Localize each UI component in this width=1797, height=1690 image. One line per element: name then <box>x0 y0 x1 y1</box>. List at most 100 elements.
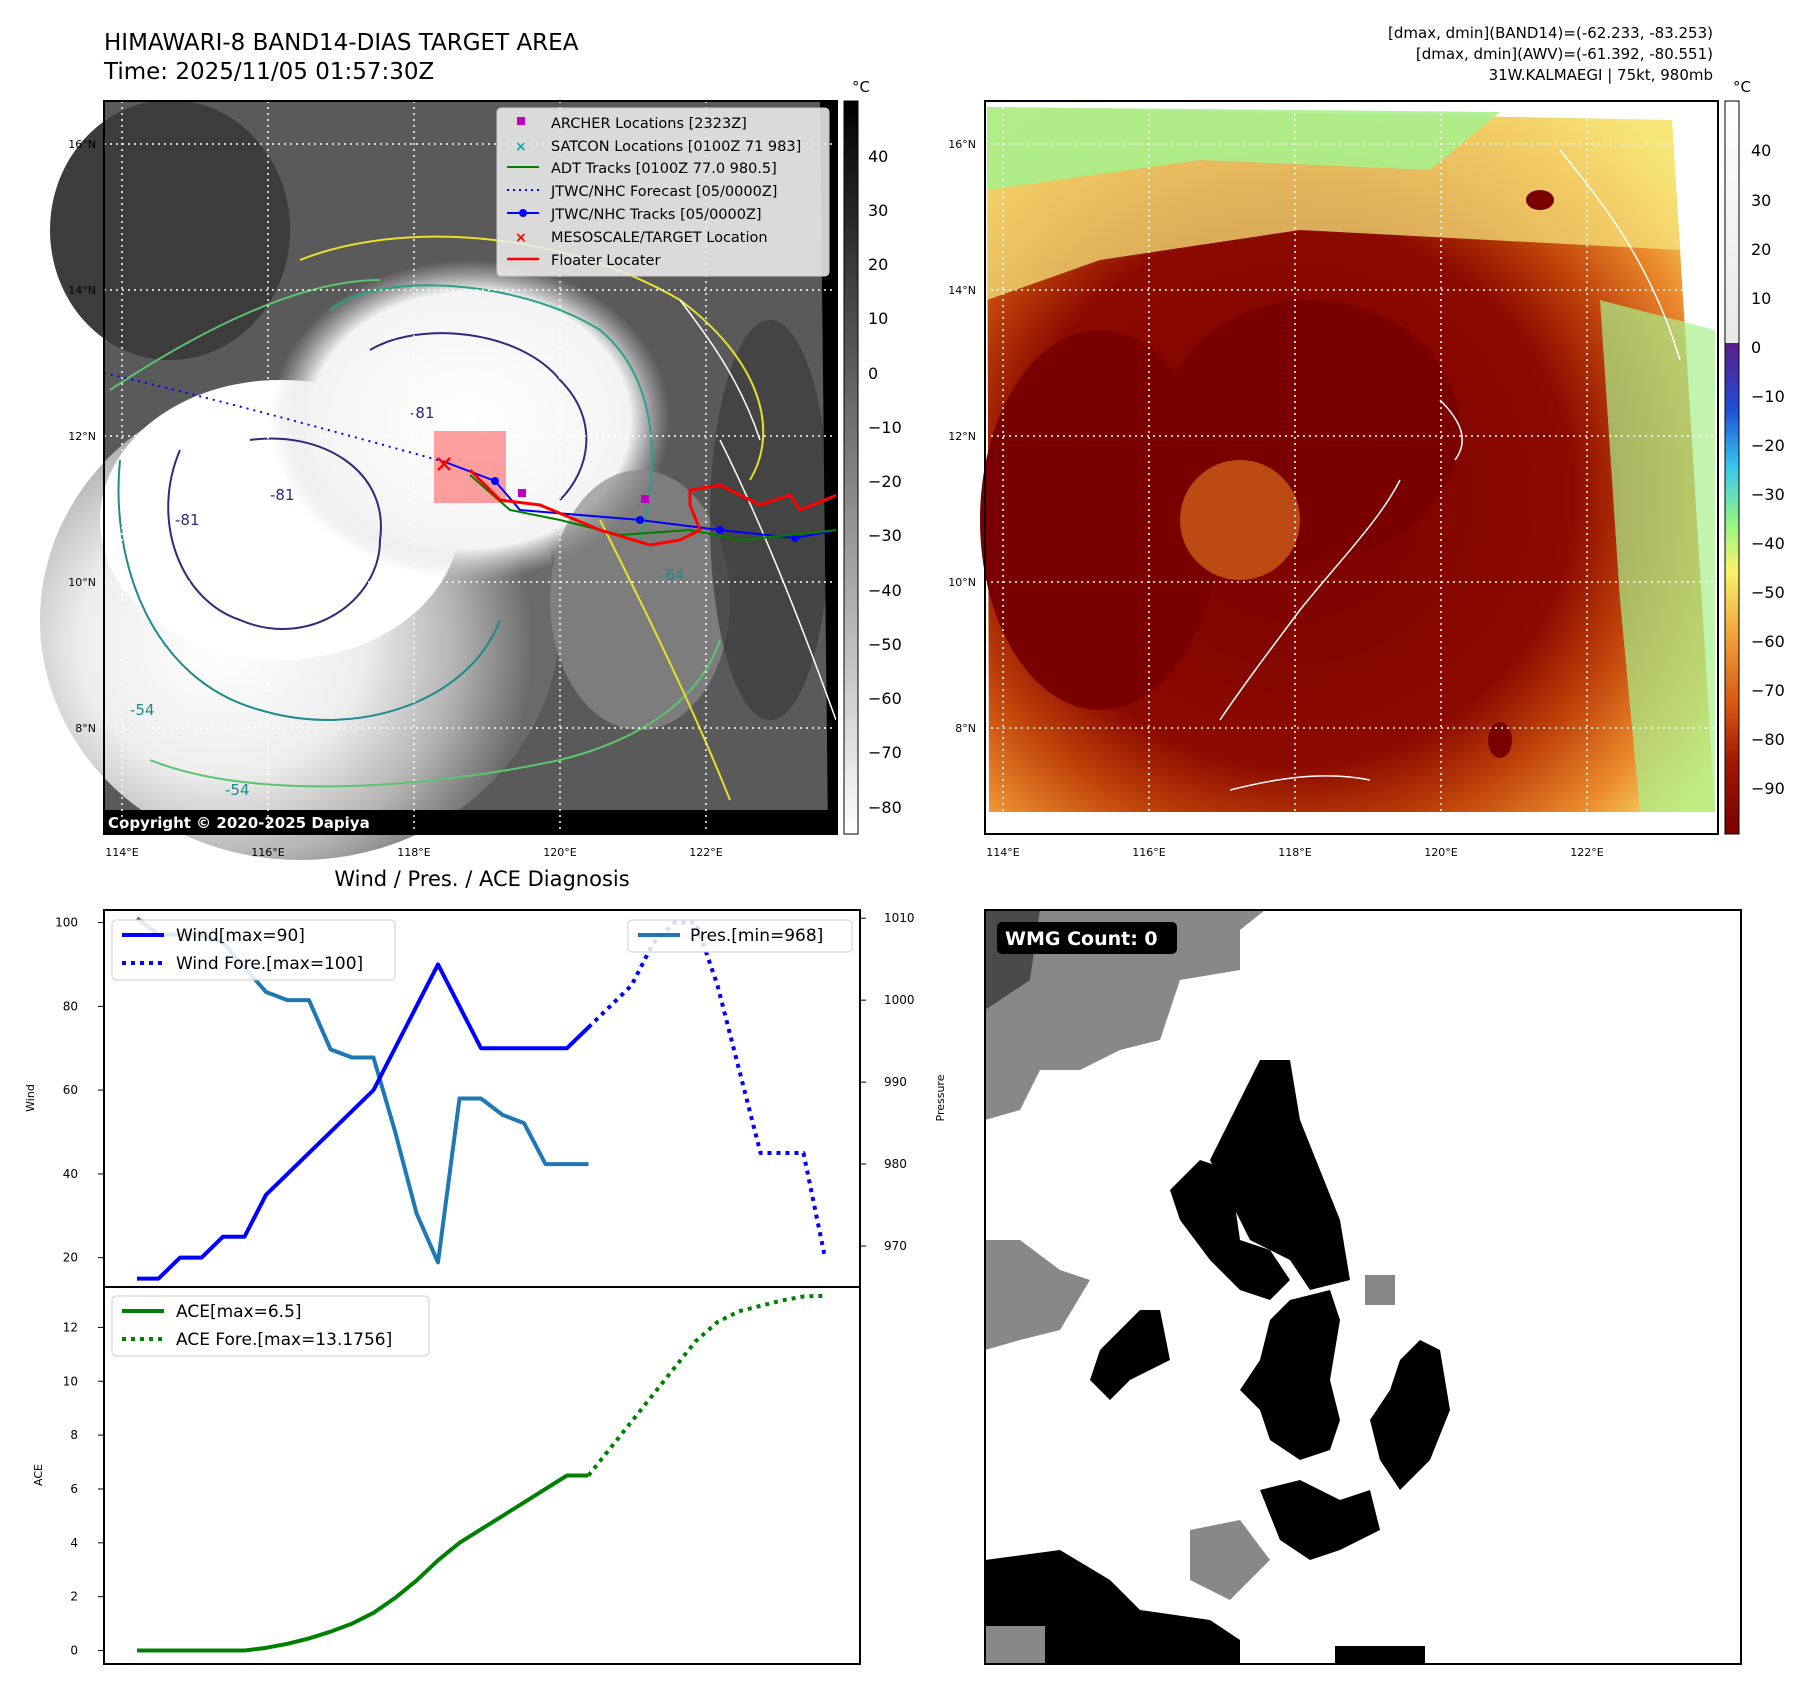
pressure-axis-label: Pressure <box>934 1074 947 1121</box>
ace-forecast-series-point <box>630 1420 633 1423</box>
left-map-tracks <box>103 372 838 547</box>
ace-forecast-series-point <box>587 1474 590 1477</box>
pressure-series-point <box>480 1097 483 1100</box>
lat-tick: 16°N <box>948 138 976 151</box>
legend-satcon: SATCON Locations [0100Z 71 983] <box>551 139 801 155</box>
pressure-tick: 980 <box>884 1157 907 1171</box>
ace-tick: 2 <box>70 1590 78 1604</box>
colorbar-tick: −80 <box>868 798 902 817</box>
colorbar-tick: −40 <box>1751 534 1785 553</box>
contour-label: -64 <box>660 566 685 584</box>
wind-forecast-series-point <box>738 1068 741 1071</box>
lat-tick: 8°N <box>955 722 976 735</box>
map-title-line1: HIMAWARI-8 BAND14-DIAS TARGET AREA <box>104 30 579 56</box>
ace-forecast-series-point <box>759 1304 762 1307</box>
ace-chart: ACE 12 10 8 6 4 2 0 ACE[max=6.5] ACE For… <box>32 1286 861 1665</box>
pressure-series-point <box>501 1113 504 1116</box>
colorbar-tick: −10 <box>1751 387 1785 406</box>
wind-series-point <box>136 1277 139 1280</box>
right-map-gridlines <box>985 101 1718 812</box>
wind-tick: 20 <box>63 1251 78 1265</box>
wind-series-point <box>265 1193 268 1196</box>
wind-forecast-series-point <box>587 1026 590 1029</box>
right-map-coastlines <box>1219 149 1681 791</box>
colorbar-tick: 40 <box>868 147 888 166</box>
colorbar-tick: −20 <box>868 472 902 491</box>
ace-series-point <box>136 1649 139 1652</box>
wind-forecast-series-point <box>759 1151 762 1154</box>
pressure-series-point <box>523 1122 526 1125</box>
legend-pressure: Pres.[min=968] <box>690 926 823 946</box>
lat-tick: 10°N <box>948 576 976 589</box>
pressure-tick: 1010 <box>884 911 915 925</box>
wind-series-point <box>523 1047 526 1050</box>
wmg-panel: WMG Count: 0 <box>984 909 1742 1665</box>
wind-forecast-series-point <box>824 1256 827 1259</box>
ace-series-point <box>415 1579 418 1582</box>
copyright-text: Copyright © 2020-2025 Dapiya <box>108 814 370 832</box>
pressure-series-point <box>566 1163 569 1166</box>
colorbar-tick: −30 <box>868 526 902 545</box>
wind-series-point <box>286 1172 289 1175</box>
wind-tick: 40 <box>63 1167 78 1181</box>
band14-range-text: [dmax, dmin](BAND14)=(-62.233, -83.253) <box>1388 24 1713 42</box>
ace-tick: 10 <box>63 1374 78 1388</box>
left-map-contour-labels: -81 -81 -81 -54 -54 -64 <box>130 404 685 799</box>
ace-forecast-series-point <box>824 1294 827 1297</box>
wind-series-point <box>308 1151 311 1154</box>
lon-tick: 114°E <box>986 846 1019 859</box>
map-title-line2: Time: 2025/11/05 01:57:30Z <box>103 59 434 85</box>
legend-jtwc-tracks: JTWC/NHC Tracks [05/0000Z] <box>550 207 762 223</box>
wind-series-point <box>222 1235 225 1238</box>
colorbar-tick: −60 <box>868 689 902 708</box>
right-colorbar: °C 40 30 20 10 0 −10 −20 −30 −40 −50 −60… <box>1724 78 1785 835</box>
wind-forecast-series-point <box>716 984 719 987</box>
pressure-legend: Pres.[min=968] <box>627 919 853 953</box>
ace-series-point <box>157 1649 160 1652</box>
colorbar-tick: 40 <box>1751 141 1771 160</box>
ace-axis-label: ACE <box>32 1464 45 1486</box>
wind-forecast-series-line <box>587 920 827 1259</box>
wind-forecast-series-point <box>802 1151 805 1154</box>
pressure-series-point <box>286 999 289 1002</box>
lon-tick: 122°E <box>1570 846 1603 859</box>
jtwc-forecast-track <box>103 372 446 463</box>
left-map-frame <box>103 100 838 835</box>
ace-forecast-series-point <box>652 1393 655 1396</box>
lat-tick: 12°N <box>948 430 976 443</box>
colorbar-tick: 0 <box>868 364 878 383</box>
lon-tick: 118°E <box>397 846 430 859</box>
ace-forecast-series-point <box>609 1447 612 1450</box>
wind-series-point <box>566 1047 569 1050</box>
legend-target-location: MESOSCALE/TARGET Location <box>551 230 768 246</box>
svg-text:×: × <box>515 139 527 155</box>
wind-series-point <box>437 963 440 966</box>
wind-axis-label: Wind <box>24 1084 37 1112</box>
lon-tick: 120°E <box>543 846 576 859</box>
colorbar-tick: 30 <box>1751 191 1771 210</box>
wind-series-point <box>351 1110 354 1113</box>
ace-forecast-series-point <box>695 1339 698 1342</box>
lon-tick: 122°E <box>689 846 722 859</box>
ace-tick: 6 <box>70 1482 78 1496</box>
archer-marker <box>641 495 649 503</box>
pressure-tick: 970 <box>884 1239 907 1253</box>
wind-series-point <box>501 1047 504 1050</box>
left-map-lat-ticks: 16°N 14°N 12°N 10°N 8°N <box>68 138 96 735</box>
contour-label: -81 <box>175 511 200 529</box>
contour-label: -81 <box>410 404 435 422</box>
contour-label: -54 <box>130 701 155 719</box>
left-colorbar: °C 40 30 20 10 0 −10 −20 −30 −40 −50 −60… <box>843 78 902 835</box>
colorbar-tick: 10 <box>1751 289 1771 308</box>
legend-adt: ADT Tracks [0100Z 77.0 980.5] <box>551 161 777 177</box>
ace-legend: ACE[max=6.5] ACE Fore.[max=13.1756] <box>111 1295 430 1357</box>
colorbar-tick: −20 <box>1751 436 1785 455</box>
ace-series-point <box>394 1597 397 1600</box>
ace-series-point <box>458 1541 461 1544</box>
colorbar-tick: −50 <box>868 635 902 654</box>
lon-tick: 116°E <box>1132 846 1165 859</box>
awv-range-text: [dmax, dmin](AWV)=(-61.392, -80.551) <box>1416 45 1713 63</box>
lat-tick: 12°N <box>68 430 96 443</box>
right-color-map <box>980 100 1719 835</box>
